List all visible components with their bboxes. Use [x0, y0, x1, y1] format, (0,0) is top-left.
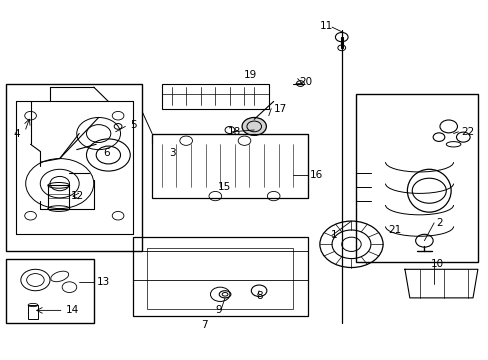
Text: 22: 22 — [460, 127, 473, 137]
Text: 5: 5 — [130, 120, 137, 130]
Text: 11: 11 — [319, 21, 332, 31]
Text: 3: 3 — [169, 148, 175, 158]
Text: 6: 6 — [103, 148, 110, 158]
Text: 9: 9 — [215, 305, 222, 315]
Text: 14: 14 — [66, 305, 79, 315]
Text: 16: 16 — [309, 170, 323, 180]
Text: 1: 1 — [330, 230, 337, 240]
Text: 21: 21 — [387, 225, 400, 235]
Bar — [147, 248, 292, 309]
Bar — [47, 185, 69, 208]
Text: 2: 2 — [436, 218, 442, 228]
Bar — [162, 84, 268, 109]
Text: 10: 10 — [430, 259, 443, 269]
Text: 13: 13 — [97, 277, 110, 287]
Text: 19: 19 — [243, 69, 256, 80]
Bar — [6, 84, 142, 251]
Bar — [356, 94, 477, 262]
Text: 8: 8 — [256, 291, 263, 301]
Text: 7: 7 — [201, 320, 207, 330]
Text: 15: 15 — [217, 182, 230, 192]
Bar — [132, 237, 307, 316]
Text: 20: 20 — [299, 77, 312, 87]
Bar — [28, 305, 38, 319]
Bar — [6, 258, 94, 323]
Text: 18: 18 — [227, 127, 240, 137]
Text: 17: 17 — [273, 104, 286, 113]
Bar — [152, 134, 307, 198]
Circle shape — [242, 117, 266, 135]
Text: 12: 12 — [71, 191, 84, 201]
Text: 4: 4 — [14, 129, 20, 139]
